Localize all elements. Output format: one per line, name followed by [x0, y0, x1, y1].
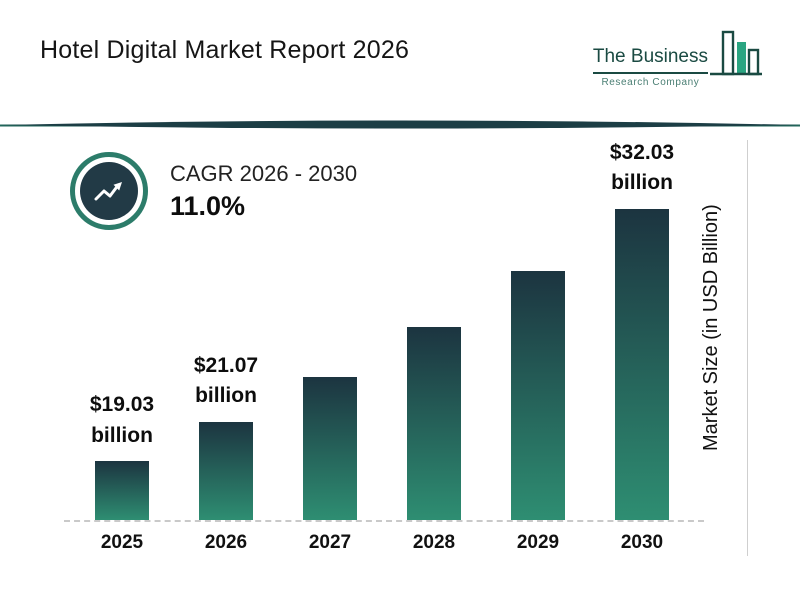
bar-2029 — [511, 271, 565, 520]
chart-baseline — [64, 520, 704, 522]
bar-slot-2027 — [278, 130, 382, 520]
cagr-text: CAGR 2026 - 2030 11.0% — [170, 161, 357, 222]
bar-label-2025: $19.03 billion — [90, 390, 154, 451]
bar-label-value: $21.07 — [193, 353, 259, 377]
bar-2027 — [303, 376, 357, 520]
cagr-badge: CAGR 2026 - 2030 11.0% — [70, 152, 357, 230]
bar-label-2026: $21.07 billion — [194, 351, 258, 412]
x-axis-label-2025: 2025 — [100, 532, 144, 553]
x-axis-label-2028: 2028 — [412, 532, 456, 553]
bar-chart-plot: $19.03 billion $21.07 billion $32.03 billion — [70, 130, 694, 520]
company-logo: The Business Research Company — [592, 30, 762, 88]
page-title: Hotel Digital Market Report 2026 — [40, 36, 410, 64]
bar-chart-logo-icon — [710, 30, 762, 76]
company-logo-text: The Business Research Company — [592, 46, 708, 88]
bar-label-unit: billion — [195, 384, 257, 408]
bar-slot-2030: $32.03 billion — [590, 130, 694, 520]
x-axis-labels: 2025 2026 2027 2028 2029 2030 — [70, 532, 694, 554]
bar-2028 — [407, 326, 461, 520]
header-divider — [0, 120, 800, 129]
x-axis-label-2030: 2030 — [620, 532, 664, 553]
bar-2030 — [615, 208, 669, 520]
y-axis-title: Market Size (in USD Billion) — [700, 204, 722, 452]
cagr-circle — [70, 152, 148, 230]
logo-text-primary: The Business — [592, 46, 708, 74]
bar-slot-2028 — [382, 130, 486, 520]
bar-label-unit: billion — [611, 171, 673, 195]
x-axis-label-2027: 2027 — [308, 532, 352, 553]
bar-slot-2029 — [486, 130, 590, 520]
bar-label-2030: $32.03 billion — [610, 138, 674, 199]
trend-up-icon — [80, 162, 138, 220]
bar-label-unit: billion — [91, 423, 153, 447]
cagr-value: 11.0% — [170, 190, 246, 221]
bar-label-value: $19.03 — [89, 393, 155, 417]
x-axis-label-2026: 2026 — [204, 532, 248, 553]
bar-label-value: $32.03 — [609, 140, 675, 164]
bar-slot-2026: $21.07 billion — [174, 130, 278, 520]
bar-2026 — [199, 421, 253, 520]
x-axis-label-2029: 2029 — [516, 532, 560, 553]
logo-text-secondary: Research Company — [601, 77, 700, 88]
bar-slot-2025: $19.03 billion — [70, 130, 174, 520]
bar-2025 — [95, 461, 149, 520]
chart-right-border — [747, 140, 748, 556]
cagr-label: CAGR 2026 - 2030 — [170, 160, 358, 186]
